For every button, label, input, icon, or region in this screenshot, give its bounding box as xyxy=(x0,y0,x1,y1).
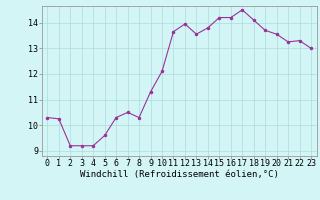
X-axis label: Windchill (Refroidissement éolien,°C): Windchill (Refroidissement éolien,°C) xyxy=(80,170,279,179)
